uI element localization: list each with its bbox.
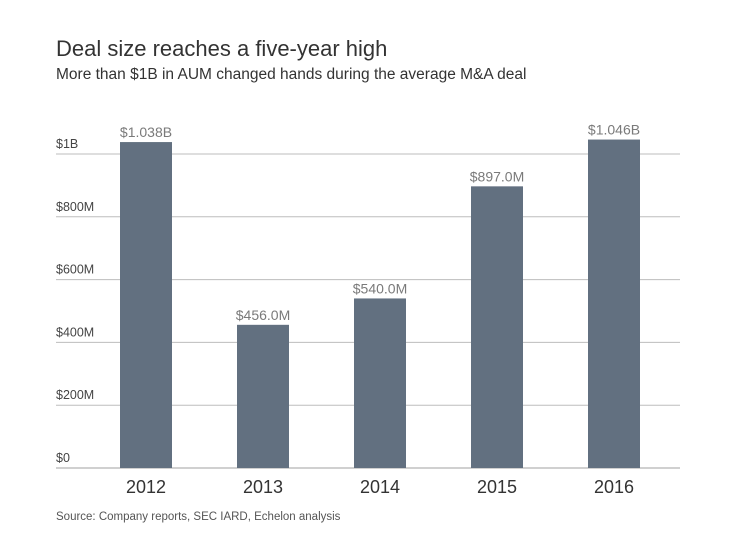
x-tick-label: 2013 bbox=[243, 477, 283, 497]
source-note: Source: Company reports, SEC IARD, Echel… bbox=[56, 511, 341, 523]
bar-2016 bbox=[588, 139, 640, 468]
bar-2013 bbox=[237, 324, 289, 468]
data-label: $540.0M bbox=[353, 280, 407, 296]
x-tick-label: 2012 bbox=[126, 477, 166, 497]
bar-2015 bbox=[471, 186, 523, 469]
y-tick-label: $600M bbox=[56, 263, 94, 277]
y-tick-label: $0 bbox=[56, 451, 70, 465]
x-tick-label: 2015 bbox=[477, 477, 517, 497]
x-tick-label: 2016 bbox=[594, 477, 634, 497]
chart-subtitle: More than $1B in AUM changed hands durin… bbox=[56, 66, 527, 83]
bar-2014 bbox=[354, 298, 406, 468]
data-label: $456.0M bbox=[236, 307, 290, 323]
bar-2012 bbox=[120, 142, 172, 468]
data-label: $1.046B bbox=[588, 122, 640, 138]
y-tick-label: $1B bbox=[56, 137, 78, 151]
y-tick-label: $800M bbox=[56, 200, 94, 214]
data-label: $897.0M bbox=[470, 168, 524, 184]
y-tick-label: $200M bbox=[56, 388, 94, 402]
y-tick-label: $400M bbox=[56, 325, 94, 339]
data-label: $1.038B bbox=[120, 124, 172, 140]
chart-title: Deal size reaches a five-year high bbox=[56, 36, 388, 61]
x-tick-label: 2014 bbox=[360, 477, 400, 497]
